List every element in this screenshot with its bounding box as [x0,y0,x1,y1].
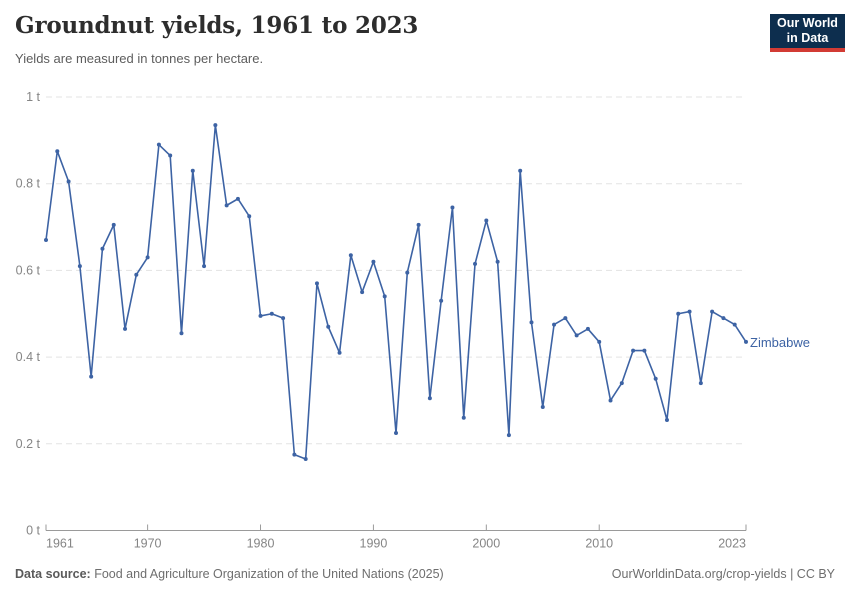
data-point[interactable] [744,339,748,344]
data-point[interactable] [190,168,195,173]
data-point[interactable] [111,222,116,227]
data-point[interactable] [77,264,82,269]
data-point[interactable] [314,281,319,286]
chart-canvas[interactable]: 0 t 0.2 t 0.4 t 0.6 t 0.8 t 1 t 1961 1970 1980 19… [0,0,850,560]
x-tick-label: 1990 [360,537,388,551]
y-tick-label: 0.2 t [16,437,41,451]
entity-label-zimbabwe[interactable]: Zimbabwe [750,335,810,350]
x-tick-label: 2023 [718,537,746,551]
data-point[interactable] [145,255,150,260]
data-point[interactable] [529,320,534,325]
y-tick-label: 0.6 t [16,263,41,277]
data-point[interactable] [326,324,331,329]
data-point[interactable] [281,316,286,321]
data-point[interactable] [574,333,579,338]
data-point[interactable] [44,238,48,243]
data-point[interactable] [597,339,602,344]
data-point[interactable] [247,214,252,219]
data-point[interactable] [619,381,624,386]
data-point[interactable] [371,259,376,264]
data-point[interactable] [89,374,94,379]
data-point[interactable] [439,298,444,303]
data-point[interactable] [348,253,353,258]
data-point[interactable] [461,415,466,420]
data-point[interactable] [473,261,478,266]
data-point[interactable] [416,222,421,227]
data-point[interactable] [179,331,184,336]
data-point[interactable] [608,398,613,403]
data-source-text: Food and Agriculture Organization of the… [90,567,444,581]
data-point[interactable] [269,311,274,316]
data-point[interactable] [506,433,511,438]
data-point[interactable] [585,326,590,331]
data-line [45,124,747,460]
chart-subtitle: Yields are measured in tonnes per hectar… [15,51,264,66]
x-tick-label: 1970 [134,537,162,551]
data-point[interactable] [721,316,726,321]
data-point[interactable] [698,381,703,386]
data-point[interactable] [258,313,263,318]
data-point[interactable] [382,294,387,299]
x-tick-label: 1961 [46,537,74,551]
owid-logo-line1: Our World [777,16,838,30]
data-point[interactable] [687,309,692,314]
data-point[interactable] [292,452,297,457]
y-tick-label: 1 t [26,90,40,104]
owid-logo-line2: in Data [786,31,829,45]
y-tick-label: 0.8 t [16,177,41,191]
data-point[interactable] [337,350,342,355]
y-tick-label: 0 t [26,524,40,538]
data-point[interactable] [405,270,410,275]
chart-footer: Data source: Food and Agriculture Organi… [15,567,835,581]
page-title: Groundnut yields, 1961 to 2023 [15,12,419,39]
data-point[interactable] [55,149,60,154]
data-point[interactable] [123,326,128,331]
data-point[interactable] [484,218,489,223]
data-point[interactable] [202,264,207,269]
data-point[interactable] [213,123,218,128]
owid-logo[interactable]: Our World in Data [770,14,845,52]
data-point[interactable] [303,456,308,461]
data-point[interactable] [563,316,568,321]
data-point[interactable] [427,396,432,401]
data-point[interactable] [450,205,455,210]
data-point[interactable] [552,322,557,327]
data-point[interactable] [518,168,523,173]
data-point[interactable] [394,430,398,435]
data-point[interactable] [168,153,173,158]
data-point[interactable] [360,290,365,295]
data-point[interactable] [134,272,139,277]
data-point[interactable] [653,376,658,381]
credit-link[interactable]: OurWorldinData.org/crop-yields | CC BY [611,567,835,581]
data-point[interactable] [642,348,647,353]
data-point[interactable] [631,348,636,353]
data-source-note: Data source: Food and Agriculture Organi… [15,567,444,581]
data-point[interactable] [100,246,105,251]
data-point[interactable] [224,203,229,208]
data-source-label: Data source: [15,567,91,581]
data-point[interactable] [235,196,240,201]
data-point[interactable] [66,179,71,184]
data-point[interactable] [495,259,500,264]
data-point[interactable] [156,142,161,147]
data-point[interactable] [664,417,669,422]
data-point[interactable] [710,309,715,314]
x-tick-label: 2000 [472,537,500,551]
y-tick-label: 0.4 t [16,350,41,364]
data-point[interactable] [732,322,737,327]
x-tick-label: 2010 [585,537,613,551]
data-point[interactable] [540,404,545,409]
data-point[interactable] [676,311,681,316]
x-tick-label: 1980 [247,537,275,551]
